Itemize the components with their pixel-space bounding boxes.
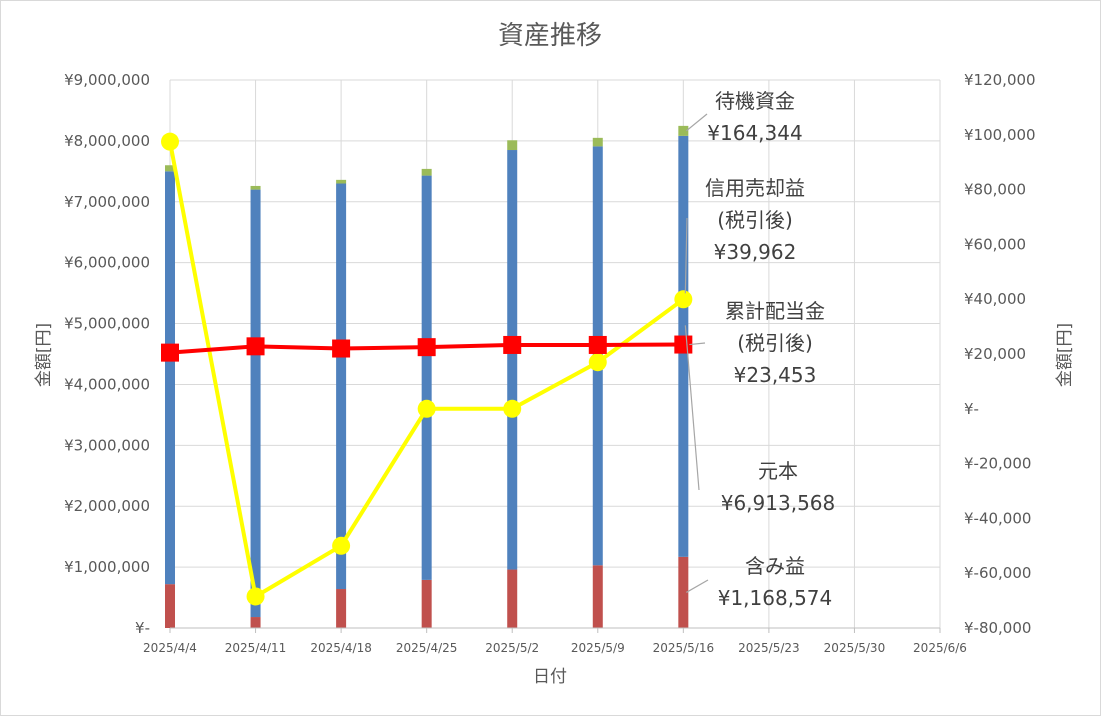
- annotation: 累計配当金 (税引後) ¥23,453: [689, 299, 825, 387]
- annotation-text: ¥164,344: [707, 121, 802, 145]
- annotation: 含み益 ¥1,168,574: [686, 554, 832, 610]
- y-right-tick-label: ¥-20,000: [964, 455, 1031, 473]
- y-left-tick-label: ¥9,000,000: [64, 71, 150, 89]
- y-left-tick-label: ¥5,000,000: [64, 315, 150, 333]
- series-point: [332, 536, 351, 555]
- bar-segment: [250, 185, 261, 190]
- annotation-leader: [684, 325, 700, 491]
- bar-segment: [421, 175, 432, 580]
- y-right-tick-label: ¥40,000: [964, 290, 1026, 308]
- y-axis-left-label: 金額[円]: [34, 323, 54, 387]
- x-tick-label: 2025/5/30: [824, 641, 886, 655]
- annotation: 待機資金 ¥164,344: [685, 89, 803, 145]
- annotation-leader: [689, 342, 706, 346]
- y-right-tick-label: ¥-80,000: [964, 619, 1031, 637]
- bar-segment: [507, 569, 518, 628]
- annotation-text: ¥39,962: [714, 240, 797, 264]
- x-tick-label: 2025/4/11: [225, 641, 287, 655]
- x-tick-label: 2025/4/4: [143, 641, 197, 655]
- bar-segment: [165, 584, 175, 628]
- bar-segment: [165, 171, 175, 585]
- series-point: [588, 353, 607, 372]
- y-right-tick-label: ¥80,000: [964, 181, 1026, 199]
- annotation-text: 待機資金: [715, 89, 795, 113]
- x-tick-label: 2025/5/16: [653, 641, 715, 655]
- bar-segment: [165, 165, 175, 172]
- annotation-text: 累計配当金: [725, 299, 825, 323]
- y-left-tick-label: ¥7,000,000: [64, 193, 150, 211]
- bar-segment: [678, 125, 689, 136]
- y-right-tick-label: ¥-40,000: [964, 509, 1031, 527]
- series-point: [332, 339, 351, 358]
- bar-segment: [421, 579, 432, 628]
- bar-segment: [592, 137, 603, 147]
- bar-segment: [250, 617, 261, 628]
- y-left-tick-label: ¥8,000,000: [64, 132, 150, 150]
- bar-segment: [507, 140, 518, 151]
- annotation-text: ¥23,453: [734, 363, 817, 387]
- y-right-tick-label: ¥-60,000: [964, 564, 1031, 582]
- y-left-tick-label: ¥2,000,000: [64, 497, 150, 515]
- bar-segment: [336, 589, 347, 628]
- bar-segment: [678, 556, 689, 628]
- annotation: 信用売却益 (税引後) ¥39,962: [684, 176, 805, 294]
- annotation-text: 信用売却益: [705, 176, 805, 200]
- annotation-text: (税引後): [737, 331, 813, 355]
- annotation-leader: [686, 579, 709, 593]
- y-left-tick-label: ¥3,000,000: [64, 436, 150, 454]
- axes: ¥- ¥1,000,000 ¥2,000,000 ¥3,000,000 ¥4,000,0…: [64, 71, 1035, 655]
- y-right-tick-label: ¥60,000: [964, 235, 1026, 253]
- annotation-leader: [684, 217, 688, 294]
- series-point: [503, 399, 522, 418]
- x-tick-label: 2025/5/2: [485, 641, 539, 655]
- y-left-tick-label: ¥6,000,000: [64, 254, 150, 272]
- x-tick-label: 2025/4/18: [310, 641, 372, 655]
- y-axis-right-label: 金額[円]: [1055, 323, 1075, 387]
- chart-title: 資産推移: [498, 21, 602, 51]
- y-left-tick-label: ¥-: [135, 619, 150, 637]
- bar-segment: [592, 565, 603, 628]
- annotation-leader: [685, 113, 708, 132]
- series-point: [161, 132, 179, 151]
- x-tick-label: 2025/6/6: [913, 641, 967, 655]
- series-point: [417, 399, 436, 418]
- x-tick-label: 2025/5/9: [571, 641, 625, 655]
- annotation-text: ¥6,913,568: [721, 491, 836, 515]
- y-right-tick-label: ¥20,000: [964, 345, 1026, 363]
- y-left-tick-label: ¥1,000,000: [64, 558, 150, 576]
- series-point: [588, 335, 607, 354]
- y-right-tick-label: ¥120,000: [964, 71, 1036, 89]
- series-point: [417, 338, 436, 357]
- annotation-text: (税引後): [717, 208, 793, 232]
- bar-segment: [250, 189, 261, 618]
- bar-segment: [421, 168, 432, 176]
- line-series: [161, 132, 693, 606]
- series-point: [161, 343, 179, 362]
- series-point: [503, 335, 522, 354]
- annotation-text: 含み益: [745, 554, 805, 578]
- bar-segment: [336, 179, 347, 184]
- series-point: [246, 587, 265, 606]
- annotation-text: ¥1,168,574: [718, 586, 833, 610]
- y-right-tick-label: ¥100,000: [964, 126, 1036, 144]
- x-axis-label: 日付: [533, 667, 567, 687]
- series-point: [246, 337, 265, 356]
- annotation-text: 元本: [758, 459, 798, 483]
- y-left-tick-label: ¥4,000,000: [64, 375, 150, 393]
- y-right-tick-label: ¥-: [964, 400, 979, 418]
- callout-annotations: 待機資金 ¥164,344 信用売却益 (税引後) ¥39,962 累計配当金 (税引後) ¥…: [684, 89, 836, 610]
- bar-segment: [507, 150, 518, 570]
- x-tick-label: 2025/4/25: [396, 641, 458, 655]
- x-tick-label: 2025/5/23: [738, 641, 800, 655]
- bar-segment: [336, 183, 347, 590]
- series-point: [674, 290, 693, 309]
- annotation: 元本 ¥6,913,568: [684, 325, 836, 515]
